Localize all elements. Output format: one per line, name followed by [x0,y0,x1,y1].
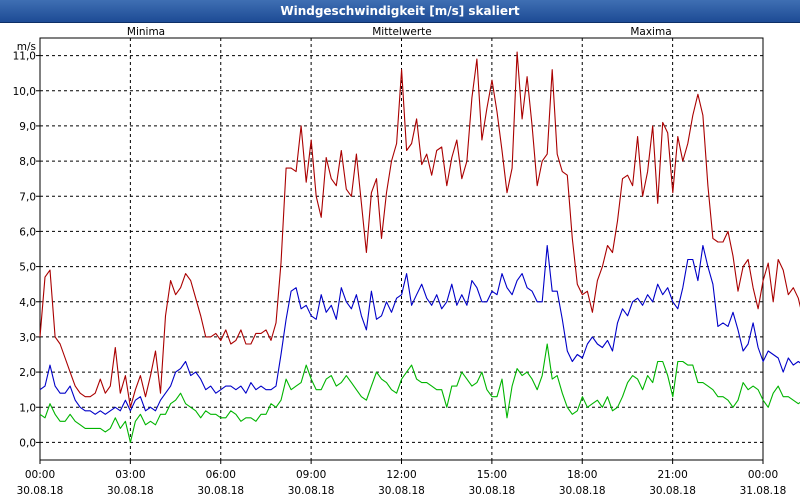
x-tick-label-date: 30.08.18 [17,485,64,497]
legend-maxima: Maxima [630,26,671,38]
x-tick-label-date: 30.08.18 [288,485,335,497]
x-tick-label-date: 30.08.18 [559,485,606,497]
y-tick-label: 9,0 [19,121,36,133]
x-tick-label-date: 30.08.18 [197,485,244,497]
x-tick-label-date: 30.08.18 [468,485,515,497]
x-tick-label-date: 30.08.18 [107,485,154,497]
y-tick-label: 2,0 [19,367,36,379]
y-tick-label: 5,0 [19,262,36,274]
legend-mittelwerte: Mittelwerte [372,26,432,38]
y-tick-label: 7,0 [19,191,36,203]
legend: Minima Mittelwerte Maxima [127,26,672,38]
y-tick-label: 11,0 [13,51,36,63]
x-tick-label-time: 18:00 [567,469,597,481]
series-line-mittelwerte [39,244,800,415]
window-title: Windgeschwindigkeit [m/s] skaliert [0,0,800,23]
x-tick-label-time: 00:00 [748,469,778,481]
series-line-minima [39,343,800,443]
y-tick-label: 10,0 [13,86,36,98]
x-tick-label-date: 31.08.18 [740,485,787,497]
y-tick-label: 4,0 [19,297,36,309]
x-tick-label-time: 06:00 [206,469,236,481]
y-tick-label: 8,0 [19,156,36,168]
y-tick-label: 1,0 [19,402,36,414]
legend-minima: Minima [127,26,165,38]
x-tick-label-time: 03:00 [115,469,145,481]
y-tick-label: 3,0 [19,332,36,344]
x-tick-label-date: 30.08.18 [378,485,425,497]
y-tick-label: 6,0 [19,226,36,238]
x-tick-label-time: 21:00 [657,469,687,481]
x-axis: 00:00 30.08.18 03:00 30.08.18 06:00 30.08.18 0… [17,460,787,497]
y-axis-label: m/s [17,41,36,53]
x-tick-label-time: 09:00 [296,469,326,481]
grid-lines [40,38,763,460]
x-tick-label-time: 00:00 [25,469,55,481]
y-tick-label: 0,0 [19,437,36,449]
y-axis: 0,0 1,0 2,0 3,0 4,0 5,0 6,0 7,0 8,0 9,0 10,0 11,0 [13,51,40,449]
x-tick-label-date: 30.08.18 [649,485,696,497]
x-tick-label-time: 12:00 [386,469,416,481]
series-line-maxima [39,51,800,408]
x-tick-label-time: 15:00 [477,469,507,481]
series-lines [39,51,800,443]
